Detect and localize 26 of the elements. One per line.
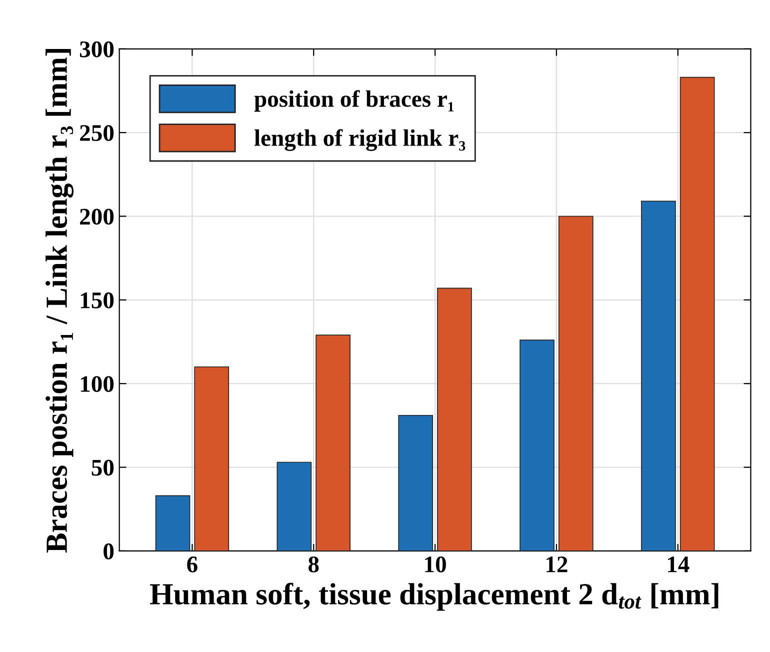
y-tick-label: 250: [80, 125, 114, 141]
bar: [437, 288, 472, 551]
y-tick-label: 200: [80, 208, 114, 225]
y-tick-label: 0: [104, 543, 114, 560]
legend-label: position of braces r₁: [254, 90, 454, 112]
y-tick-label: 100: [80, 376, 114, 392]
bar: [155, 495, 190, 551]
bar: [680, 76, 715, 551]
y-tick-label: 300: [80, 41, 114, 58]
bar: [194, 366, 230, 551]
bar: [520, 340, 554, 551]
bar: [641, 200, 676, 551]
bar: [398, 414, 434, 551]
x-tick-label: 10: [425, 556, 446, 572]
bar: [316, 334, 350, 551]
x-axis-title: Human soft, tissue displacement 2 d$_{tot}$ [mm]: [150, 582, 718, 611]
x-tick-label: 8: [308, 556, 319, 572]
y-axis-title: Braces postion r₁ / Link length r₃ [mm]: [46, 49, 74, 553]
y-tick-label: 50: [92, 460, 114, 476]
bar: [558, 216, 594, 551]
x-tick-label: 6: [187, 556, 198, 572]
x-tick-label: 14: [668, 556, 690, 572]
x-tick-label: 12: [546, 556, 568, 572]
y-tick-label: 150: [80, 292, 114, 308]
legend-label: length of rigid link r₃: [254, 129, 466, 151]
bar: [276, 462, 312, 551]
